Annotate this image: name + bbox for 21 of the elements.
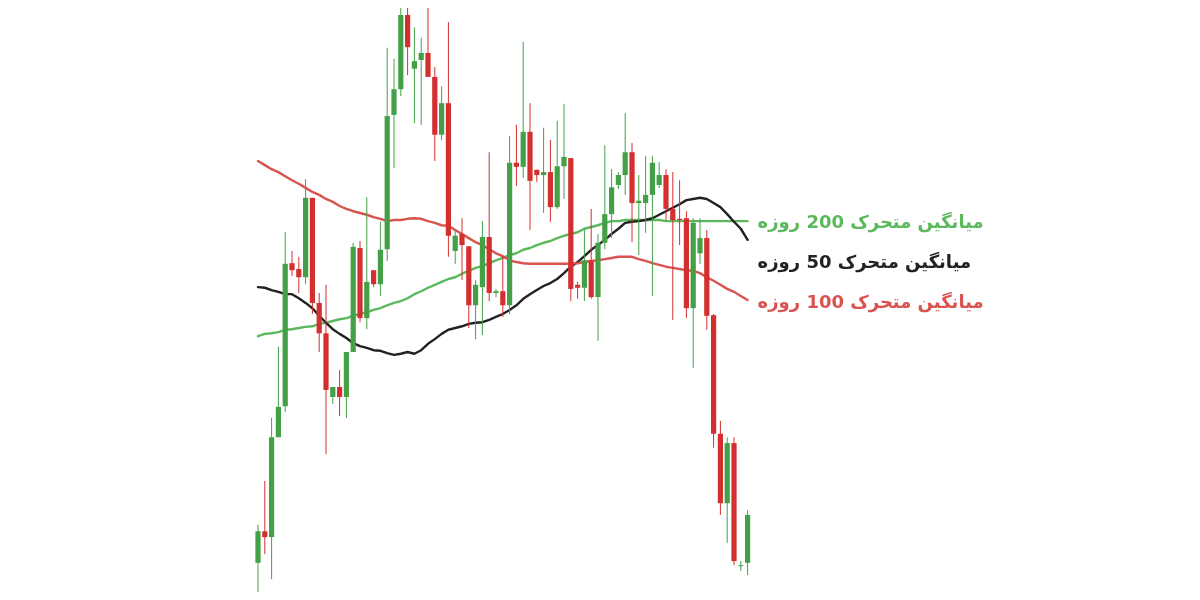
candlestick [493, 288, 499, 298]
candlestick [656, 161, 662, 189]
candlestick [622, 112, 628, 196]
candlestick [337, 369, 343, 417]
candlestick [513, 124, 519, 187]
candlestick [473, 279, 479, 340]
candlestick [738, 560, 744, 572]
candlestick [561, 103, 567, 200]
candlestick [425, 7, 431, 78]
series-label: میانگین متحرک 100 روزه [757, 291, 984, 314]
candlestick [670, 171, 676, 321]
candlestick [643, 155, 649, 234]
candlestick [541, 127, 547, 214]
series-label: میانگین متحرک 50 روزه [757, 251, 972, 274]
candlestick [418, 37, 424, 126]
candlestick [500, 255, 506, 318]
candlestick [262, 480, 268, 555]
candlestick [452, 229, 458, 265]
candlestick [411, 26, 417, 124]
series-label: میانگین متحرک 200 روزه [757, 211, 984, 234]
candlestick [459, 217, 465, 281]
